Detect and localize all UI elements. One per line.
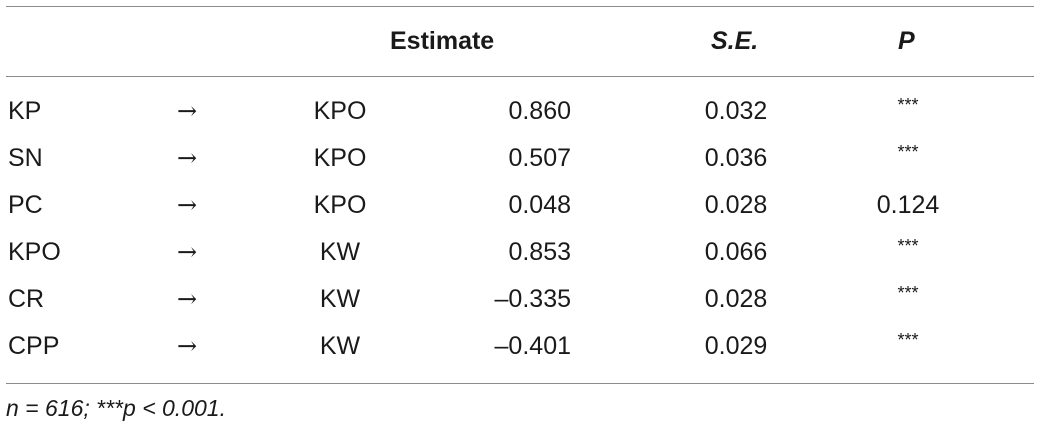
table-footnote: n = 616; ***p < 0.001. [6, 395, 226, 421]
arrow-icon: → [176, 285, 198, 313]
table-row: SN → KPO 0.507 0.036 *** [0, 135, 1040, 182]
row-standard-error: 0.029 [704, 332, 768, 360]
row-p-value: 0.124 [876, 191, 940, 219]
arrow-icon: → [176, 97, 198, 125]
row-from: KPO [8, 238, 61, 266]
row-to: KW [319, 285, 361, 313]
row-to: KPO [313, 191, 367, 219]
row-to: KPO [313, 97, 367, 125]
row-p-value: *** [897, 330, 919, 350]
table-row: CR → KW –0.335 0.028 *** [0, 276, 1040, 323]
row-p-value: *** [897, 236, 919, 256]
header-p-value: P [898, 27, 915, 55]
row-standard-error: 0.028 [704, 191, 768, 219]
row-from: CR [8, 285, 45, 313]
row-p-value: *** [897, 283, 919, 303]
table-bottom-rule [6, 383, 1034, 384]
row-estimate: –0.401 [494, 332, 571, 360]
row-standard-error: 0.066 [704, 238, 768, 266]
row-standard-error: 0.032 [704, 97, 768, 125]
row-standard-error: 0.036 [704, 144, 768, 172]
row-to: KW [319, 332, 361, 360]
row-p-value: *** [897, 95, 919, 115]
row-from: SN [8, 144, 43, 172]
row-from: CPP [8, 332, 60, 360]
row-estimate: 0.853 [508, 238, 571, 266]
row-p-value: *** [897, 142, 919, 162]
row-estimate: 0.048 [508, 191, 571, 219]
row-from: PC [8, 191, 43, 219]
table-row: PC → KPO 0.048 0.028 0.124 [0, 182, 1040, 229]
arrow-icon: → [176, 191, 198, 219]
arrow-icon: → [176, 238, 198, 266]
row-estimate: –0.335 [494, 285, 571, 313]
row-estimate: 0.860 [508, 97, 571, 125]
header-estimate: Estimate [390, 27, 495, 55]
arrow-icon: → [176, 144, 198, 172]
row-to: KPO [313, 144, 367, 172]
row-to: KW [319, 238, 361, 266]
header-standard-error: S.E. [711, 27, 759, 55]
table-row: KP → KPO 0.860 0.032 *** [0, 88, 1040, 135]
table-top-rule [6, 6, 1034, 7]
row-from: KP [8, 97, 42, 125]
table-header-rule [6, 76, 1034, 77]
table-row: KPO → KW 0.853 0.066 *** [0, 229, 1040, 276]
row-estimate: 0.507 [508, 144, 571, 172]
arrow-icon: → [176, 332, 198, 360]
table-row: CPP → KW –0.401 0.029 *** [0, 323, 1040, 370]
row-standard-error: 0.028 [704, 285, 768, 313]
